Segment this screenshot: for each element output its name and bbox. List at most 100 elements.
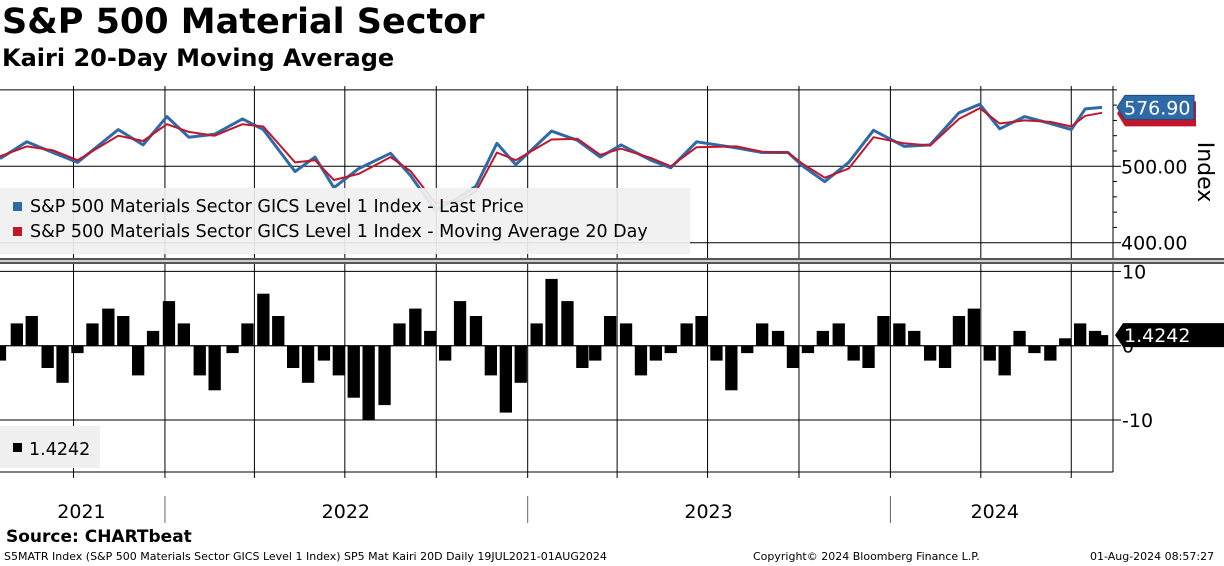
kairi-bar [10, 323, 23, 346]
kairi-bar [771, 330, 785, 346]
y-tick-label: -10 [1122, 410, 1153, 432]
kairi-bar [484, 345, 497, 376]
kairi-bar [619, 323, 633, 346]
kairi-bar [226, 345, 239, 354]
kairi-bar [908, 330, 921, 346]
legend-swatch-moving-average [13, 227, 22, 236]
chart-marks [0, 102, 1113, 420]
kairi-bar [453, 301, 467, 346]
kairi-bar [193, 345, 206, 376]
moving-average-line [0, 107, 1103, 204]
kairi-bar [41, 345, 54, 368]
kairi-bar [177, 323, 190, 346]
panel-separator-highlight [0, 260, 1224, 262]
last-price-line [0, 102, 1103, 213]
legend-label-moving-average: S&P 500 Materials Sector GICS Level 1 In… [30, 222, 648, 242]
kairi-bar [146, 330, 160, 346]
y-tick-label: 400.00 [1121, 233, 1187, 255]
x-tick-label-year: 2023 [684, 501, 732, 523]
y-tick-label: 500.00 [1121, 156, 1187, 178]
kairi-bar [877, 316, 890, 346]
kairi-bar [983, 345, 996, 361]
kairi-bar [514, 345, 527, 383]
kairi-bar [938, 345, 952, 368]
kairi-value-tag [1115, 323, 1224, 348]
kairi-bar [530, 323, 543, 346]
grid-lines [0, 86, 1224, 472]
kairi-bar [1013, 330, 1026, 346]
x-tick-label-year: 2021 [57, 501, 105, 523]
kairi-bar [162, 301, 176, 346]
kairi-bar [272, 316, 285, 346]
kairi-bar [816, 330, 829, 346]
kairi-bar [1059, 338, 1072, 346]
kairi-bar [649, 345, 662, 361]
kairi-bar [847, 345, 860, 361]
kairi-bar [967, 308, 980, 346]
kairi-bar [1095, 335, 1109, 346]
kairi-bar [424, 330, 437, 346]
source-label: Source: CHARTbeat [6, 527, 192, 547]
kairi-bar [86, 323, 99, 346]
kairi-bar [409, 308, 422, 346]
footer-timestamp: 01-Aug-2024 08:57:27 [1090, 550, 1215, 563]
chart-axes [0, 86, 1121, 523]
kairi-bar [589, 345, 602, 361]
kairi-bar [208, 345, 221, 391]
kairi-bar [725, 345, 738, 391]
kairi-bar [71, 345, 84, 354]
kairi-bar [561, 301, 574, 346]
y-axis-title: Index [1192, 142, 1217, 203]
kairi-bar [117, 316, 130, 346]
kairi-value-tag-label: 1.4242 [1124, 325, 1190, 347]
kairi-bar [576, 345, 589, 368]
x-tick-label-year: 2022 [322, 501, 370, 523]
kairi-bar [132, 345, 145, 376]
kairi-bar [634, 345, 648, 376]
y-tick-label: 10 [1122, 261, 1146, 283]
kairi-bar [695, 316, 708, 346]
last-price-tag [1116, 94, 1195, 120]
kairi-bar [257, 293, 270, 346]
footer-copyright: Copyright© 2024 Bloomberg Finance L.P. [753, 550, 980, 563]
kairi-bar [756, 323, 769, 346]
legend-swatch-last-price [13, 202, 22, 211]
kairi-bar [545, 278, 558, 346]
legend-swatch-kairi [13, 443, 22, 452]
legend-label-last-price: S&P 500 Materials Sector GICS Level 1 In… [30, 197, 524, 217]
kairi-bar [741, 345, 754, 354]
kairi-bar [801, 345, 815, 354]
kairi-bar [1044, 345, 1057, 361]
kairi-bar [241, 323, 254, 346]
kairi-bar [469, 316, 483, 346]
kairi-bar [786, 345, 800, 368]
legend-label-kairi: 1.4242 [29, 440, 90, 460]
kairi-bar [1074, 323, 1087, 346]
kairi-bar [664, 345, 677, 354]
kairi-bar [287, 345, 300, 368]
kairi-bar [832, 323, 845, 346]
kairi-bar [924, 345, 937, 361]
kairi-bar [378, 345, 391, 406]
kairi-bar [439, 345, 452, 361]
kairi-bar [1028, 345, 1041, 354]
kairi-bar [680, 323, 693, 346]
kairi-bar [317, 345, 331, 361]
kairi-bar [952, 316, 966, 346]
kairi-bar [604, 316, 617, 346]
top-legend-box [0, 188, 690, 254]
footer-ticker-info: S5MATR Index (S&P 500 Materials Sector G… [4, 550, 607, 563]
kairi-bar [332, 345, 345, 376]
kairi-bar [25, 316, 38, 346]
kairi-bar [862, 345, 875, 368]
kairi-bar [893, 323, 906, 346]
kairi-bar [362, 345, 375, 420]
kairi-bar [0, 345, 7, 361]
kairi-bar [710, 345, 723, 361]
kairi-bar [393, 323, 406, 346]
kairi-bar [56, 345, 69, 383]
last-price-tag-label: 576.90 [1124, 97, 1190, 119]
kairi-bar [499, 345, 512, 413]
